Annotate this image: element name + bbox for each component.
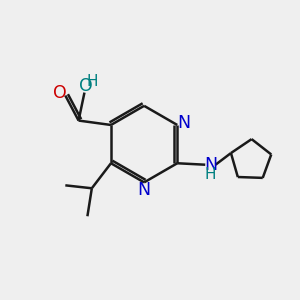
Text: N: N <box>204 156 217 174</box>
Text: N: N <box>177 115 190 133</box>
Text: N: N <box>137 181 151 199</box>
Text: O: O <box>79 77 93 95</box>
Text: H: H <box>87 74 98 89</box>
Text: H: H <box>205 167 216 182</box>
Text: O: O <box>53 84 67 102</box>
